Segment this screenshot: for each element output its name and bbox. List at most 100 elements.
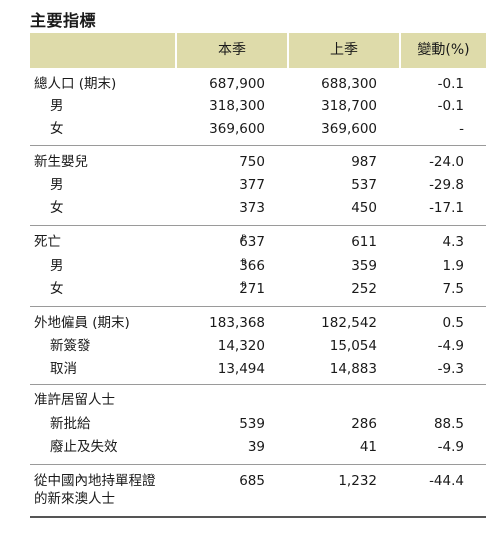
table-row: 廢止及失效 39 41 -4.9 [30, 436, 486, 458]
current-value: 637 p [239, 231, 265, 253]
table-row: 准許居留人士 [30, 389, 486, 411]
row-label: 女 [50, 200, 64, 216]
section-divider [30, 225, 486, 226]
current-value: 14,320 [217, 338, 265, 354]
table-row: 外地僱員 (期末) 183,368 182,542 0.5 [30, 312, 486, 334]
change-value: 4.3 [442, 234, 464, 250]
current-value: 271 p [239, 278, 265, 300]
previous-value: 987 [351, 154, 377, 170]
previous-value: 1,232 [338, 473, 377, 489]
row-label: 死亡 [34, 234, 61, 250]
table-row: 死亡 637 p 611 4.3 [30, 231, 486, 253]
value-text: 366 [239, 258, 265, 274]
row-label: 新生嬰兒 [34, 154, 88, 170]
current-value: 13,494 [217, 361, 265, 377]
header-divider [175, 33, 177, 68]
table-header: 本季 上季 變動(%) [30, 33, 486, 68]
change-value: -4.9 [437, 338, 464, 354]
section-divider [30, 464, 486, 465]
change-value: -29.8 [429, 177, 464, 193]
change-value: 1.9 [442, 258, 464, 274]
header-divider [287, 33, 289, 68]
row-label: 男 [50, 258, 64, 274]
table-row: 男 318,300 318,700 -0.1 [30, 95, 486, 117]
table-row: 的新來澳人士 [30, 488, 486, 510]
previous-value: 359 [351, 258, 377, 274]
current-value: 39 [247, 439, 265, 455]
row-label: 從中國內地持單程證 [34, 473, 156, 489]
table-row: 男 377 537 -29.8 [30, 174, 486, 196]
previous-value: 14,883 [329, 361, 377, 377]
table-row: 新簽發 14,320 15,054 -4.9 [30, 335, 486, 357]
current-value: 687,900 [209, 76, 265, 92]
page-title: 主要指標 [30, 11, 97, 30]
change-value: -9.3 [437, 361, 464, 377]
previous-value: 286 [351, 416, 377, 432]
change-value: -24.0 [429, 154, 464, 170]
change-value: -44.4 [429, 473, 464, 489]
change-value: 7.5 [442, 281, 464, 297]
change-value: -0.1 [437, 98, 464, 114]
table-row: 總人口 (期末) 687,900 688,300 -0.1 [30, 73, 486, 95]
change-value: -4.9 [437, 439, 464, 455]
current-value: 369,600 [209, 121, 265, 137]
current-value: 685 [239, 473, 265, 489]
change-value: -17.1 [429, 200, 464, 216]
section-divider [30, 306, 486, 307]
current-value: 318,300 [209, 98, 265, 114]
table-row: 女 373 450 -17.1 [30, 197, 486, 219]
header-divider [399, 33, 401, 68]
row-label: 女 [50, 121, 64, 137]
value-text: 637 [239, 234, 265, 250]
table-row: 新生嬰兒 750 987 -24.0 [30, 151, 486, 173]
row-label: 女 [50, 281, 64, 297]
change-value: - [459, 121, 464, 137]
previous-value: 611 [351, 234, 377, 250]
previous-value: 537 [351, 177, 377, 193]
row-label: 新批給 [50, 416, 91, 432]
row-label: 總人口 (期末) [34, 76, 117, 92]
table-row: 女 369,600 369,600 - [30, 118, 486, 140]
provisional-mark: p [241, 232, 247, 241]
table-row: 女 271 p 252 7.5 [30, 278, 486, 300]
row-label: 外地僱員 (期末) [34, 315, 130, 331]
change-value: -0.1 [437, 76, 464, 92]
provisional-mark: p [241, 279, 247, 288]
table-bottom-rule [30, 516, 486, 518]
row-label-continued: 的新來澳人士 [34, 491, 115, 507]
current-value: 366 p [239, 255, 265, 277]
current-value: 539 [239, 416, 265, 432]
previous-value: 369,600 [321, 121, 377, 137]
change-value: 0.5 [442, 315, 464, 331]
current-value: 373 [239, 200, 265, 216]
current-value: 750 [239, 154, 265, 170]
row-label: 取消 [50, 361, 77, 377]
row-label: 男 [50, 98, 64, 114]
previous-value: 41 [359, 439, 377, 455]
previous-value: 182,542 [321, 315, 377, 331]
change-value: 88.5 [433, 416, 464, 432]
row-label: 新簽發 [50, 338, 91, 354]
section-divider [30, 384, 486, 385]
previous-value: 15,054 [329, 338, 377, 354]
previous-value: 252 [351, 281, 377, 297]
table-row: 男 366 p 359 1.9 [30, 255, 486, 277]
previous-value: 450 [351, 200, 377, 216]
previous-value: 688,300 [321, 76, 377, 92]
column-header-previous: 上季 [330, 42, 358, 58]
table-row: 取消 13,494 14,883 -9.3 [30, 358, 486, 380]
column-header-change: 變動(%) [417, 42, 470, 58]
table-row: 新批給 539 286 88.5 [30, 413, 486, 435]
current-value: 377 [239, 177, 265, 193]
row-label: 准許居留人士 [34, 392, 115, 408]
row-label: 廢止及失效 [50, 439, 118, 455]
table-row: 從中國內地持單程證 685 1,232 -44.4 [30, 470, 486, 492]
previous-value: 318,700 [321, 98, 377, 114]
section-divider [30, 145, 486, 146]
provisional-mark: p [241, 256, 247, 265]
column-header-current: 本季 [218, 42, 246, 58]
value-text: 271 [239, 281, 265, 297]
row-label: 男 [50, 177, 64, 193]
current-value: 183,368 [209, 315, 265, 331]
